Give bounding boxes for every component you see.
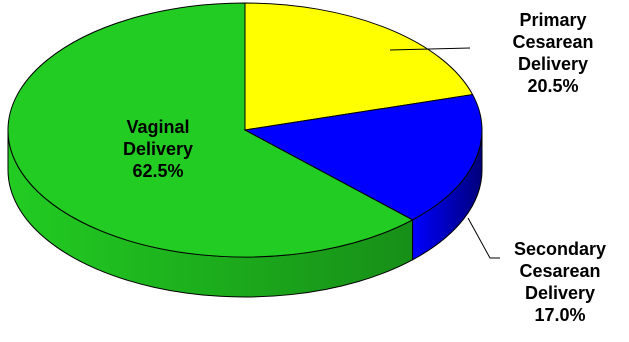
pie-slice-0 — [7, 2, 414, 258]
pie-tops — [7, 2, 483, 258]
slice-label-0-0: Vaginal — [126, 117, 189, 137]
slice-label-1-2: Delivery — [518, 54, 588, 74]
leader-line-2 — [467, 217, 500, 259]
slice-label-2-0: Secondary — [514, 239, 606, 259]
pie-slice-1 — [244, 2, 474, 131]
slice-label-2-1: Cesarean — [519, 261, 600, 281]
pie-labels: VaginalDelivery62.5%PrimaryCesareanDeliv… — [123, 10, 606, 325]
slice-value-label-1: 20.5% — [527, 76, 578, 96]
pie-slice-2 — [243, 94, 483, 221]
pie-leader-lines — [389, 47, 500, 259]
slice-label-1-1: Cesarean — [512, 32, 593, 52]
slice-label-2-2: Delivery — [525, 283, 595, 303]
slice-value-label-2: 17.0% — [534, 305, 585, 325]
slice-value-label-0: 62.5% — [132, 161, 183, 181]
slice-label-1-0: Primary — [519, 10, 586, 30]
leader-line-1 — [389, 47, 471, 51]
slice-label-0-1: Delivery — [123, 139, 193, 159]
